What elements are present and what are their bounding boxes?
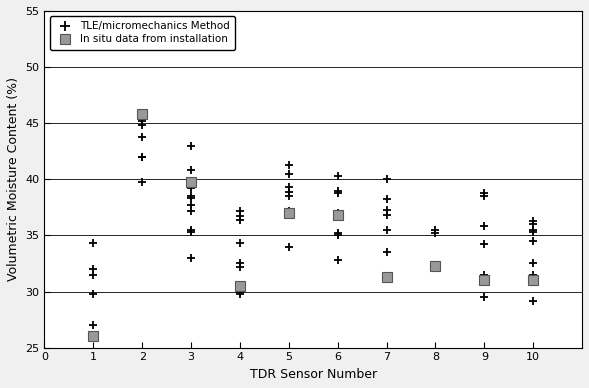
- X-axis label: TDR Sensor Number: TDR Sensor Number: [250, 368, 377, 381]
- Legend: TLE/micromechanics Method, In situ data from installation: TLE/micromechanics Method, In situ data …: [49, 16, 235, 50]
- Y-axis label: Volumetric Moisture Content (%): Volumetric Moisture Content (%): [7, 77, 20, 281]
